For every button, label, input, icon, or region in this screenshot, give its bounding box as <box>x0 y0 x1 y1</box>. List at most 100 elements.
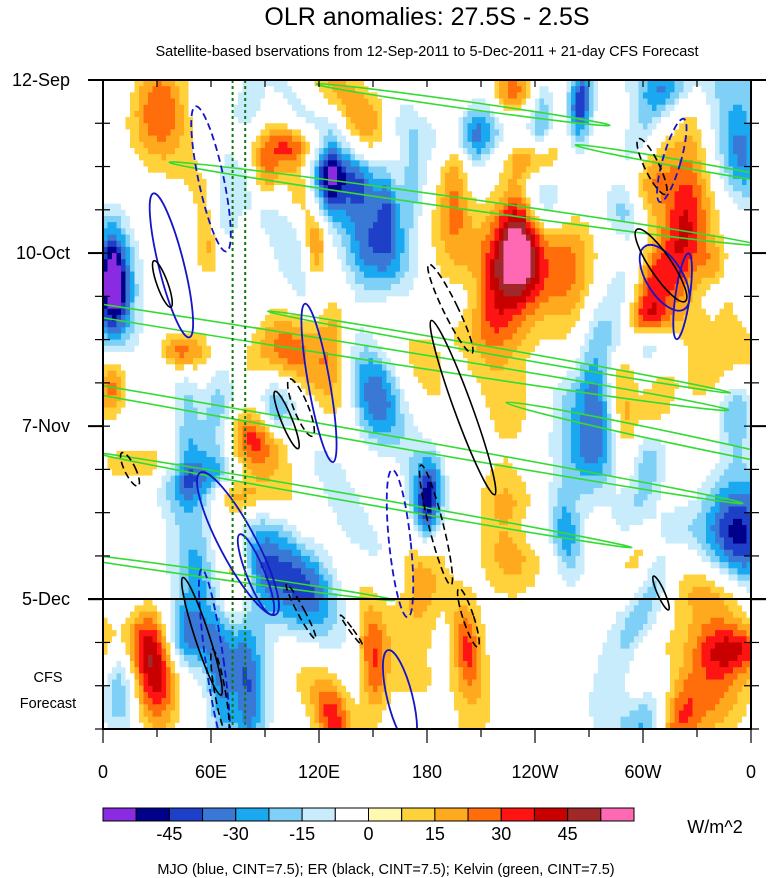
heatmap-cell <box>130 104 135 112</box>
heatmap-cell <box>562 160 567 167</box>
heatmap-cell <box>490 203 495 211</box>
heatmap-cell <box>346 123 351 130</box>
heatmap-cell <box>247 86 252 93</box>
heatmap-cell <box>643 166 648 174</box>
heatmap-cell <box>589 246 594 254</box>
heatmap-cell <box>215 160 221 167</box>
heatmap-cell <box>188 191 194 198</box>
heatmap-cell <box>575 117 581 124</box>
heatmap-cell <box>364 290 369 297</box>
heatmap-cell <box>229 197 234 205</box>
heatmap-cell <box>701 123 707 130</box>
heatmap-cell <box>638 259 644 266</box>
heatmap-cell <box>499 80 504 87</box>
heatmap-cell <box>467 240 473 248</box>
heatmap-cell <box>589 123 594 130</box>
heatmap-cell <box>571 228 576 235</box>
heatmap-cell <box>499 253 504 260</box>
heatmap-cell <box>400 209 405 217</box>
heatmap-cell <box>611 253 617 260</box>
heatmap-cell <box>337 197 342 205</box>
heatmap-cell <box>184 98 189 106</box>
heatmap-cell <box>571 92 576 99</box>
heatmap-cell <box>692 86 698 93</box>
heatmap-cell <box>683 129 689 137</box>
heatmap-cell <box>179 209 185 217</box>
heatmap-cell <box>197 172 203 180</box>
heatmap-cell <box>409 191 414 198</box>
heatmap-cell <box>467 209 473 217</box>
heatmap-cell <box>625 123 630 130</box>
heatmap-cell <box>643 141 648 149</box>
heatmap-cell <box>161 290 167 297</box>
heatmap-cell <box>305 203 311 211</box>
heatmap-cell <box>499 228 504 235</box>
heatmap-cell <box>355 277 360 285</box>
heatmap-cell <box>346 154 351 161</box>
heatmap-cell <box>148 141 153 149</box>
heatmap-cell <box>112 123 117 130</box>
heatmap-cell <box>193 215 198 223</box>
heatmap-cell <box>602 222 608 229</box>
heatmap-cell <box>422 123 428 130</box>
heatmap-cell <box>544 135 549 143</box>
heatmap-cell <box>112 185 117 192</box>
heatmap-cell <box>166 290 171 297</box>
heatmap-cell <box>472 246 477 254</box>
heatmap-cell <box>269 98 275 106</box>
heatmap-cell <box>287 228 293 235</box>
heatmap-cell <box>305 290 311 297</box>
heatmap-cell <box>422 203 428 211</box>
heatmap-cell <box>202 215 207 223</box>
heatmap-cell <box>301 92 306 99</box>
heatmap-cell <box>224 203 230 211</box>
heatmap-cell <box>665 117 671 124</box>
heatmap-cell <box>706 135 711 143</box>
heatmap-cell <box>386 98 392 106</box>
heatmap-cell <box>440 141 446 149</box>
heatmap-cell <box>130 129 135 137</box>
heatmap-cell <box>202 92 207 99</box>
heatmap-cell <box>274 135 279 143</box>
heatmap-cell <box>472 191 477 198</box>
heatmap-cell <box>652 129 657 137</box>
heatmap-cell <box>553 265 558 273</box>
heatmap-cell <box>247 215 252 223</box>
heatmap-cell <box>143 259 149 266</box>
heatmap-cell <box>418 191 423 198</box>
heatmap-cell <box>566 259 572 266</box>
heatmap-cell <box>157 141 162 149</box>
heatmap-cell <box>175 283 180 291</box>
heatmap-cell <box>535 98 540 106</box>
heatmap-cell <box>643 191 648 198</box>
heatmap-cell <box>314 228 320 235</box>
heatmap-cell <box>193 203 198 211</box>
heatmap-cell <box>404 166 410 174</box>
heatmap-cell <box>152 203 158 211</box>
heatmap-cell <box>152 271 158 279</box>
heatmap-cell <box>692 271 698 279</box>
heatmap-cell <box>179 160 185 167</box>
heatmap-cell <box>472 123 477 130</box>
heatmap-cell <box>206 283 212 291</box>
heatmap-cell <box>229 98 234 106</box>
heatmap-cell <box>674 147 680 155</box>
heatmap-cell <box>274 234 279 242</box>
heatmap-cell <box>319 203 324 211</box>
heatmap-cell <box>224 135 230 143</box>
heatmap-cell <box>166 141 171 149</box>
heatmap-cell <box>589 265 594 273</box>
heatmap-cell <box>485 110 491 118</box>
heatmap-cell <box>422 154 428 161</box>
heatmap-cell <box>274 117 279 124</box>
heatmap-cell <box>670 154 675 161</box>
heatmap-cell <box>175 191 180 198</box>
heatmap-cell <box>287 135 293 143</box>
heatmap-cell <box>292 203 297 211</box>
heatmap-cell <box>679 215 684 223</box>
heatmap-cell <box>629 178 635 186</box>
heatmap-cell <box>481 246 486 254</box>
heatmap-cell <box>256 277 261 285</box>
heatmap-cell <box>737 110 743 118</box>
heatmap-cell <box>724 197 729 205</box>
